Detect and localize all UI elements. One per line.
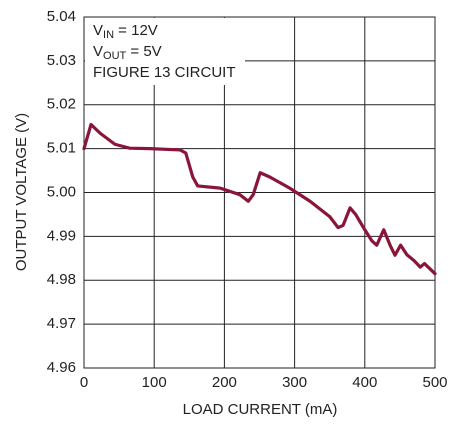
annotation-text: FIGURE 13 CIRCUIT: [93, 64, 236, 81]
plot-frame: [83, 16, 436, 369]
y-tick-label: 4.96: [47, 359, 76, 376]
y-tick-label: 5.01: [47, 140, 76, 157]
x-tick-label: 100: [142, 374, 167, 391]
x-tick-label: 400: [352, 374, 377, 391]
y-tick-label: 5.00: [47, 183, 76, 200]
x-tick-label: 500: [422, 374, 447, 391]
annotation-text: = 12V: [114, 22, 158, 39]
y-axis-title: OUTPUT VOLTAGE (V): [13, 113, 30, 271]
y-tick-label: 5.04: [47, 8, 76, 25]
x-tick-label: 200: [212, 374, 237, 391]
y-tick-label: 4.97: [47, 315, 76, 332]
y-tick-label: 5.02: [47, 96, 76, 113]
annotation-box: [85, 18, 245, 85]
annotation-subscript: IN: [103, 29, 114, 41]
data-line: [82, 122, 437, 276]
y-tick-label: 5.03: [47, 52, 76, 69]
x-axis-title: LOAD CURRENT (mA): [183, 401, 338, 418]
annotation-subscript: OUT: [103, 50, 127, 62]
x-tick-label: 0: [80, 374, 88, 391]
annotation-line: VOUT = 5V: [93, 43, 162, 62]
y-tick-label: 4.99: [47, 227, 76, 244]
annotation-text: V: [93, 22, 103, 39]
annotation-text: = 5V: [126, 43, 161, 60]
annotation-line: FIGURE 13 CIRCUIT: [93, 64, 236, 81]
annotation-line: VIN = 12V: [93, 22, 158, 41]
y-tick-label: 4.98: [47, 271, 76, 288]
x-tick-label: 300: [282, 374, 307, 391]
annotation-text: V: [93, 43, 103, 60]
